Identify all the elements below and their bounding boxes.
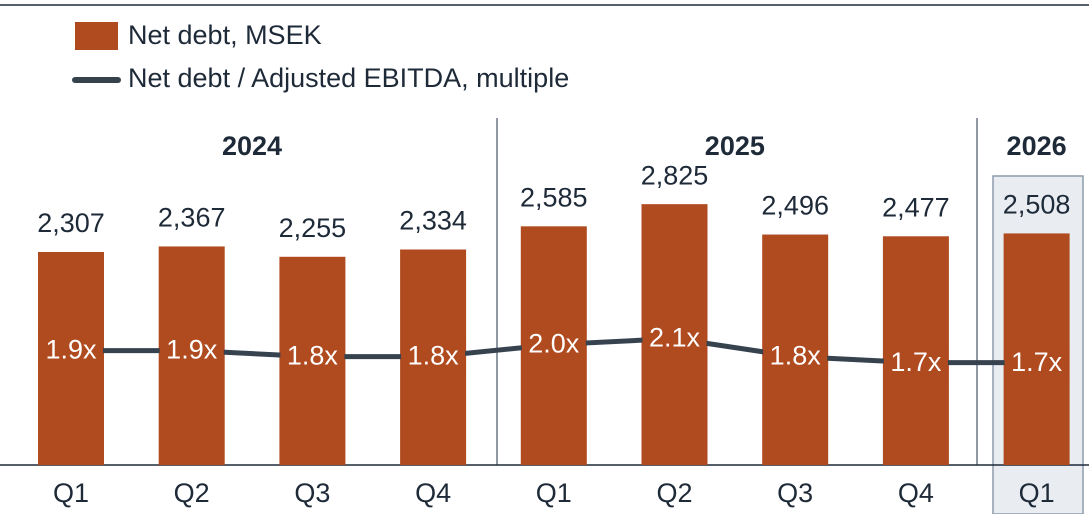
- bar-value-label: 2,334: [399, 206, 467, 236]
- line-value-label: 1.8x: [287, 341, 339, 371]
- line-label-bg: [280, 339, 345, 374]
- legend-swatch-bar: [75, 22, 118, 50]
- x-tick-label: Q2: [656, 478, 692, 508]
- x-tick-label: Q2: [174, 478, 210, 508]
- line-value-label: 1.8x: [408, 341, 460, 371]
- line-label-bg: [521, 327, 586, 362]
- bar-value-label: 2,367: [158, 203, 226, 233]
- x-tick-label: Q3: [777, 478, 813, 508]
- x-tick-label: Q1: [1019, 478, 1055, 508]
- bar-value-label: 2,825: [641, 160, 709, 190]
- line-value-label: 1.9x: [166, 335, 218, 365]
- x-tick-label: Q4: [415, 478, 451, 508]
- bar-value-label: 2,255: [279, 213, 347, 243]
- line-value-label: 1.7x: [890, 347, 942, 377]
- year-label: 2026: [1007, 131, 1067, 161]
- line-value-label: 1.7x: [1011, 347, 1063, 377]
- bar-value-label: 2,307: [37, 208, 105, 238]
- line-value-label: 2.1x: [649, 323, 701, 353]
- x-tick-label: Q3: [294, 478, 330, 508]
- bar-value-label: 2,508: [1003, 190, 1071, 220]
- line-label-bg: [159, 333, 224, 368]
- line-value-label: 2.0x: [528, 329, 580, 359]
- bar-value-label: 2,477: [882, 192, 950, 222]
- legend-label: Net debt / Adjusted EBITDA, multiple: [128, 63, 569, 93]
- line-label-bg: [642, 321, 707, 356]
- x-tick-label: Q4: [898, 478, 934, 508]
- line-label-bg: [39, 333, 103, 368]
- line-value-label: 1.9x: [45, 335, 97, 365]
- line-label-bg: [401, 339, 466, 374]
- line-label-bg: [883, 345, 948, 380]
- line-label-bg: [763, 339, 828, 374]
- legend-label: Net debt, MSEK: [128, 20, 322, 50]
- bar-value-label: 2,585: [520, 182, 588, 212]
- line-label-bg: [1004, 345, 1069, 380]
- year-label: 2024: [222, 131, 282, 161]
- bar-value-label: 2,496: [761, 191, 829, 221]
- year-label: 2025: [705, 131, 765, 161]
- line-value-label: 1.8x: [770, 341, 822, 371]
- x-tick-label: Q1: [53, 478, 89, 508]
- x-tick-label: Q1: [536, 478, 572, 508]
